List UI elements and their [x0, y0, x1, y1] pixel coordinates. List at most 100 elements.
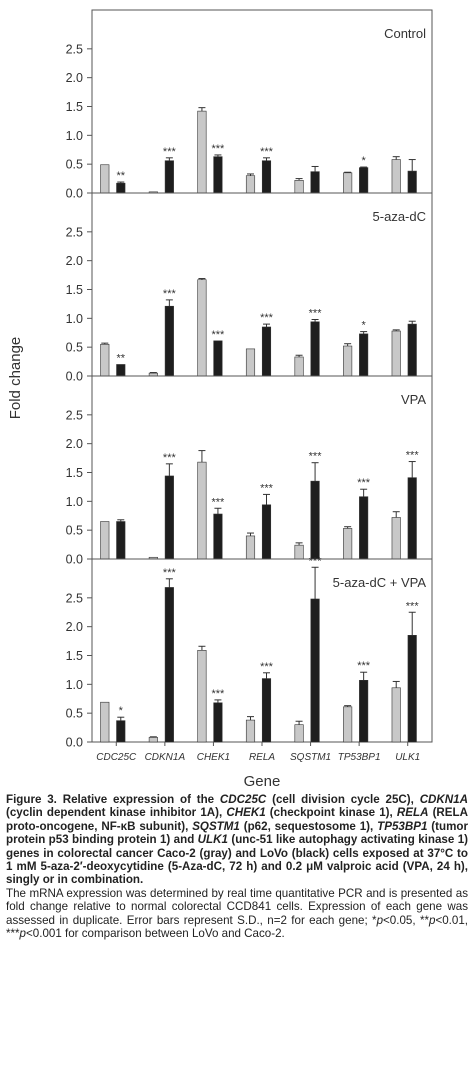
body-run: p [428, 913, 436, 927]
bar-lovo [261, 678, 272, 743]
bar-lovo [359, 167, 369, 194]
significance-label: *** [212, 329, 226, 341]
significance-label: *** [406, 450, 420, 462]
caption-title: Figure 3. Relative expression of the CDC… [6, 793, 468, 887]
bar-lovo [407, 635, 417, 743]
bold-run: TP53BP1 [377, 819, 428, 833]
bold-run: (p62, sequestosome 1), [239, 819, 378, 833]
bold-run: CDC25C [219, 793, 267, 806]
x-tick-labels: CDC25C CDKN1A CHEK1 RELA SQSTM1 TP53BP1 ULK1 [96, 742, 420, 763]
panel-label: Control [384, 26, 426, 41]
bar-caco2 [100, 343, 110, 377]
bar-caco2 [100, 164, 110, 194]
y-tick-label: 2.5 [66, 225, 83, 239]
bar-lovo [116, 720, 126, 743]
x-tick-label: RELA [249, 752, 275, 763]
bar-lovo [261, 160, 272, 194]
significance-label: *** [212, 688, 226, 700]
bar-lovo [213, 702, 223, 743]
bar-caco2 [343, 706, 353, 743]
bar-caco2 [294, 180, 304, 194]
y-tick-label: 1.5 [66, 100, 83, 114]
y-tick-label: 2.0 [66, 437, 83, 451]
significance-label: *** [260, 312, 274, 324]
bar-lovo [213, 513, 223, 560]
significance-label: *** [406, 600, 420, 612]
bar-caco2 [245, 348, 256, 377]
y-tick-label: 2.5 [66, 591, 83, 605]
bar-lovo [116, 364, 126, 377]
y-tick-label: 1.5 [66, 283, 83, 297]
bar-lovo [116, 521, 126, 560]
bar-caco2 [391, 517, 401, 560]
significance-label: *** [212, 496, 226, 508]
x-tick-label: CHEK1 [197, 752, 230, 763]
bar-lovo [407, 323, 417, 377]
y-tick-label: 1.5 [66, 649, 83, 663]
panel-label: VPA [401, 392, 426, 407]
bold-run: CHEK1 [226, 806, 266, 820]
bar-lovo [310, 321, 320, 377]
significance-label: * [362, 320, 367, 332]
bar-lovo [310, 598, 320, 743]
bar-lovo [310, 171, 320, 194]
x-tick-label: ULK1 [395, 752, 420, 763]
bold-run: (RELA proto-oncogene, NF-κB subunit), [6, 806, 468, 833]
bold-run: RELA [396, 806, 429, 820]
bar-lovo [261, 504, 272, 560]
significance-label: *** [309, 451, 323, 463]
bar-caco2 [391, 330, 401, 377]
significance-label: *** [163, 288, 177, 300]
bar-caco2 [100, 521, 110, 560]
bar-lovo [164, 475, 174, 560]
bold-run: (tumor protein p53 binding protein 1) an… [6, 819, 468, 847]
significance-label: *** [309, 555, 323, 567]
x-tick-label: CDC25C [96, 752, 137, 763]
bold-run: ULK1 [197, 833, 228, 847]
significance-label: *** [212, 143, 226, 155]
x-tick-label: SQSTM1 [290, 752, 331, 763]
bar-caco2 [245, 175, 256, 194]
y-tick-label: 0.5 [66, 707, 83, 721]
significance-label: *** [163, 567, 177, 579]
bar-lovo [116, 182, 126, 194]
y-tick-label: 2.0 [66, 71, 83, 85]
bold-run: (checkpoint kinase 1), [265, 806, 397, 820]
bold-run: (cyclin dependent kinase inhibitor 1A), [6, 806, 227, 820]
bar-lovo [213, 340, 223, 377]
y-tick-label: 1.5 [66, 466, 83, 480]
y-tick-label: 0.0 [66, 187, 83, 201]
significance-label: *** [260, 482, 274, 494]
y-axis-label: Fold change [7, 337, 24, 420]
significance-label: * [119, 705, 124, 717]
significance-label: * [362, 155, 367, 167]
bar-caco2 [294, 544, 304, 560]
bar-caco2 [343, 172, 353, 194]
bar-caco2 [197, 461, 207, 560]
bold-run: Relative expression of the [62, 793, 220, 806]
y-tick-label: 1.0 [66, 312, 83, 326]
bar-lovo [213, 156, 223, 194]
bar-lovo [164, 305, 174, 377]
bar-caco2 [197, 110, 207, 194]
y-tick-label: 0.0 [66, 736, 83, 750]
x-tick-label: TP53BP1 [338, 752, 381, 763]
panel-label: 5-aza-dC [373, 209, 426, 224]
panel-label: 5-aza-dC + VPA [333, 575, 427, 590]
y-tick-label: 1.0 [66, 129, 83, 143]
caption-body: The mRNA expression was determined by re… [6, 887, 468, 941]
panel-2: 0.0 0.5 1.0 1.5 2.0 2.5 VPA *** *** *** *** *** *** [66, 375, 433, 567]
y-tick-label: 1.0 [66, 678, 83, 692]
significance-label: *** [309, 307, 323, 319]
body-run: <0.01, *** [6, 913, 468, 941]
caption-title-text: Relative expression of the CDC25C (cell … [6, 793, 468, 886]
bold-run: (unc-51 like autophagy activating kinase… [6, 833, 468, 887]
bar-caco2 [245, 719, 256, 743]
bar-lovo [407, 477, 417, 560]
bar-caco2 [391, 159, 401, 194]
bar-caco2 [245, 535, 256, 560]
y-tick-label: 2.5 [66, 408, 83, 422]
